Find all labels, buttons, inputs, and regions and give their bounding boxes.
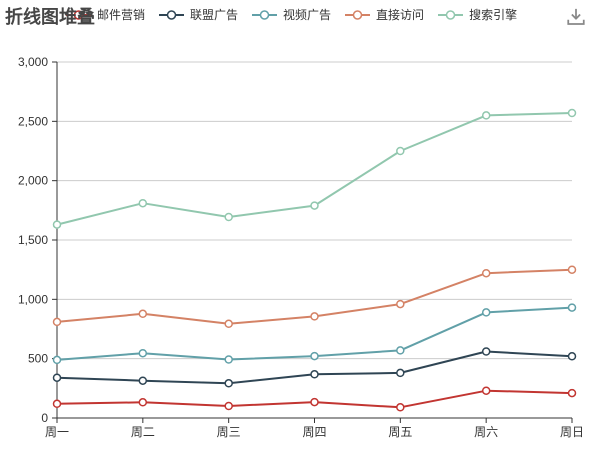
legend-line-marker-icon [252, 10, 278, 20]
x-tick-label: 周六 [474, 425, 498, 439]
y-tick-label: 2,500 [18, 114, 48, 128]
data-point-搜索引擎-周二[interactable] [138, 198, 148, 208]
data-point-直接访问-周六[interactable] [481, 268, 491, 278]
y-tick-label: 1,000 [18, 292, 48, 306]
data-point-搜索引擎-周一[interactable] [52, 220, 62, 229]
data-point-邮件营销-周五[interactable] [396, 403, 405, 412]
data-point-视频广告-周日[interactable] [567, 303, 577, 312]
legend-item-搜索引擎[interactable]: 搜索引擎 [438, 8, 517, 22]
data-point-联盟广告-周日[interactable] [567, 352, 577, 361]
data-point-视频广告-周四[interactable] [310, 351, 319, 361]
data-point-邮件营销-周四[interactable] [310, 397, 319, 407]
legend-label: 搜索引擎 [469, 8, 518, 22]
data-point-视频广告-周一[interactable] [52, 355, 62, 365]
data-point-邮件营销-周二[interactable] [138, 398, 148, 407]
data-point-联盟广告-周三[interactable] [224, 379, 233, 388]
legend-label: 邮件营销 [97, 8, 146, 22]
legend-label: 联盟广告 [190, 8, 239, 22]
data-point-直接访问-周日[interactable] [567, 265, 577, 274]
x-tick-label: 周一 [45, 425, 69, 439]
legend-label: 直接访问 [376, 8, 425, 22]
data-point-邮件营销-周一[interactable] [52, 399, 62, 409]
data-point-搜索引擎-周四[interactable] [310, 201, 319, 210]
y-tick-label: 0 [41, 411, 48, 425]
legend-line-marker-icon [438, 10, 464, 20]
legend-line-marker-icon [159, 10, 185, 20]
data-point-直接访问-周五[interactable] [396, 299, 405, 309]
data-point-联盟广告-周四[interactable] [310, 370, 319, 379]
legend-item-直接访问[interactable]: 直接访问 [345, 8, 424, 22]
data-point-联盟广告-周二[interactable] [138, 376, 148, 385]
data-point-搜索引擎-周三[interactable] [224, 212, 233, 222]
data-point-邮件营销-周六[interactable] [481, 386, 491, 395]
data-point-搜索引擎-周六[interactable] [481, 111, 491, 120]
data-point-联盟广告-周一[interactable] [52, 373, 62, 382]
data-point-联盟广告-周五[interactable] [396, 368, 405, 378]
data-point-视频广告-周六[interactable] [481, 308, 491, 317]
data-point-联盟广告-周六[interactable] [481, 347, 491, 356]
x-tick-label: 周五 [388, 425, 412, 439]
data-point-直接访问-周四[interactable] [310, 312, 319, 321]
data-point-视频广告-周二[interactable] [138, 348, 148, 358]
y-tick-label: 2,000 [18, 174, 48, 188]
legend-item-邮件营销[interactable]: 邮件营销 [66, 8, 145, 22]
x-tick-label: 周四 [302, 425, 326, 439]
data-point-直接访问-周一[interactable] [52, 317, 62, 327]
data-point-视频广告-周三[interactable] [224, 355, 233, 364]
download-icon [567, 8, 585, 25]
x-tick-label: 周三 [217, 425, 241, 439]
y-tick-label: 1,500 [18, 233, 48, 247]
legend-label: 视频广告 [283, 8, 332, 22]
y-tick-label: 500 [28, 352, 48, 366]
legend-item-视频广告[interactable]: 视频广告 [252, 8, 331, 22]
legend-line-marker-icon [345, 10, 371, 20]
data-point-邮件营销-周三[interactable] [224, 401, 233, 411]
save-as-image-button[interactable] [565, 7, 587, 29]
x-tick-label: 周日 [560, 425, 584, 439]
legend: 邮件营销 联盟广告 视频广告 直接访问 搜索引擎 [66, 8, 517, 22]
data-point-邮件营销-周日[interactable] [567, 388, 577, 398]
data-point-视频广告-周五[interactable] [396, 346, 405, 355]
y-tick-label: 3,000 [18, 55, 48, 69]
chart-title: 折线图堆叠 [5, 7, 95, 27]
x-tick-label: 周二 [131, 425, 155, 439]
data-point-直接访问-周三[interactable] [224, 319, 233, 329]
data-point-直接访问-周二[interactable] [138, 309, 148, 319]
data-point-搜索引擎-周日[interactable] [567, 108, 577, 118]
legend-line-marker-icon [66, 10, 91, 20]
data-point-搜索引擎-周五[interactable] [396, 146, 405, 156]
legend-item-联盟广告[interactable]: 联盟广告 [159, 8, 238, 22]
